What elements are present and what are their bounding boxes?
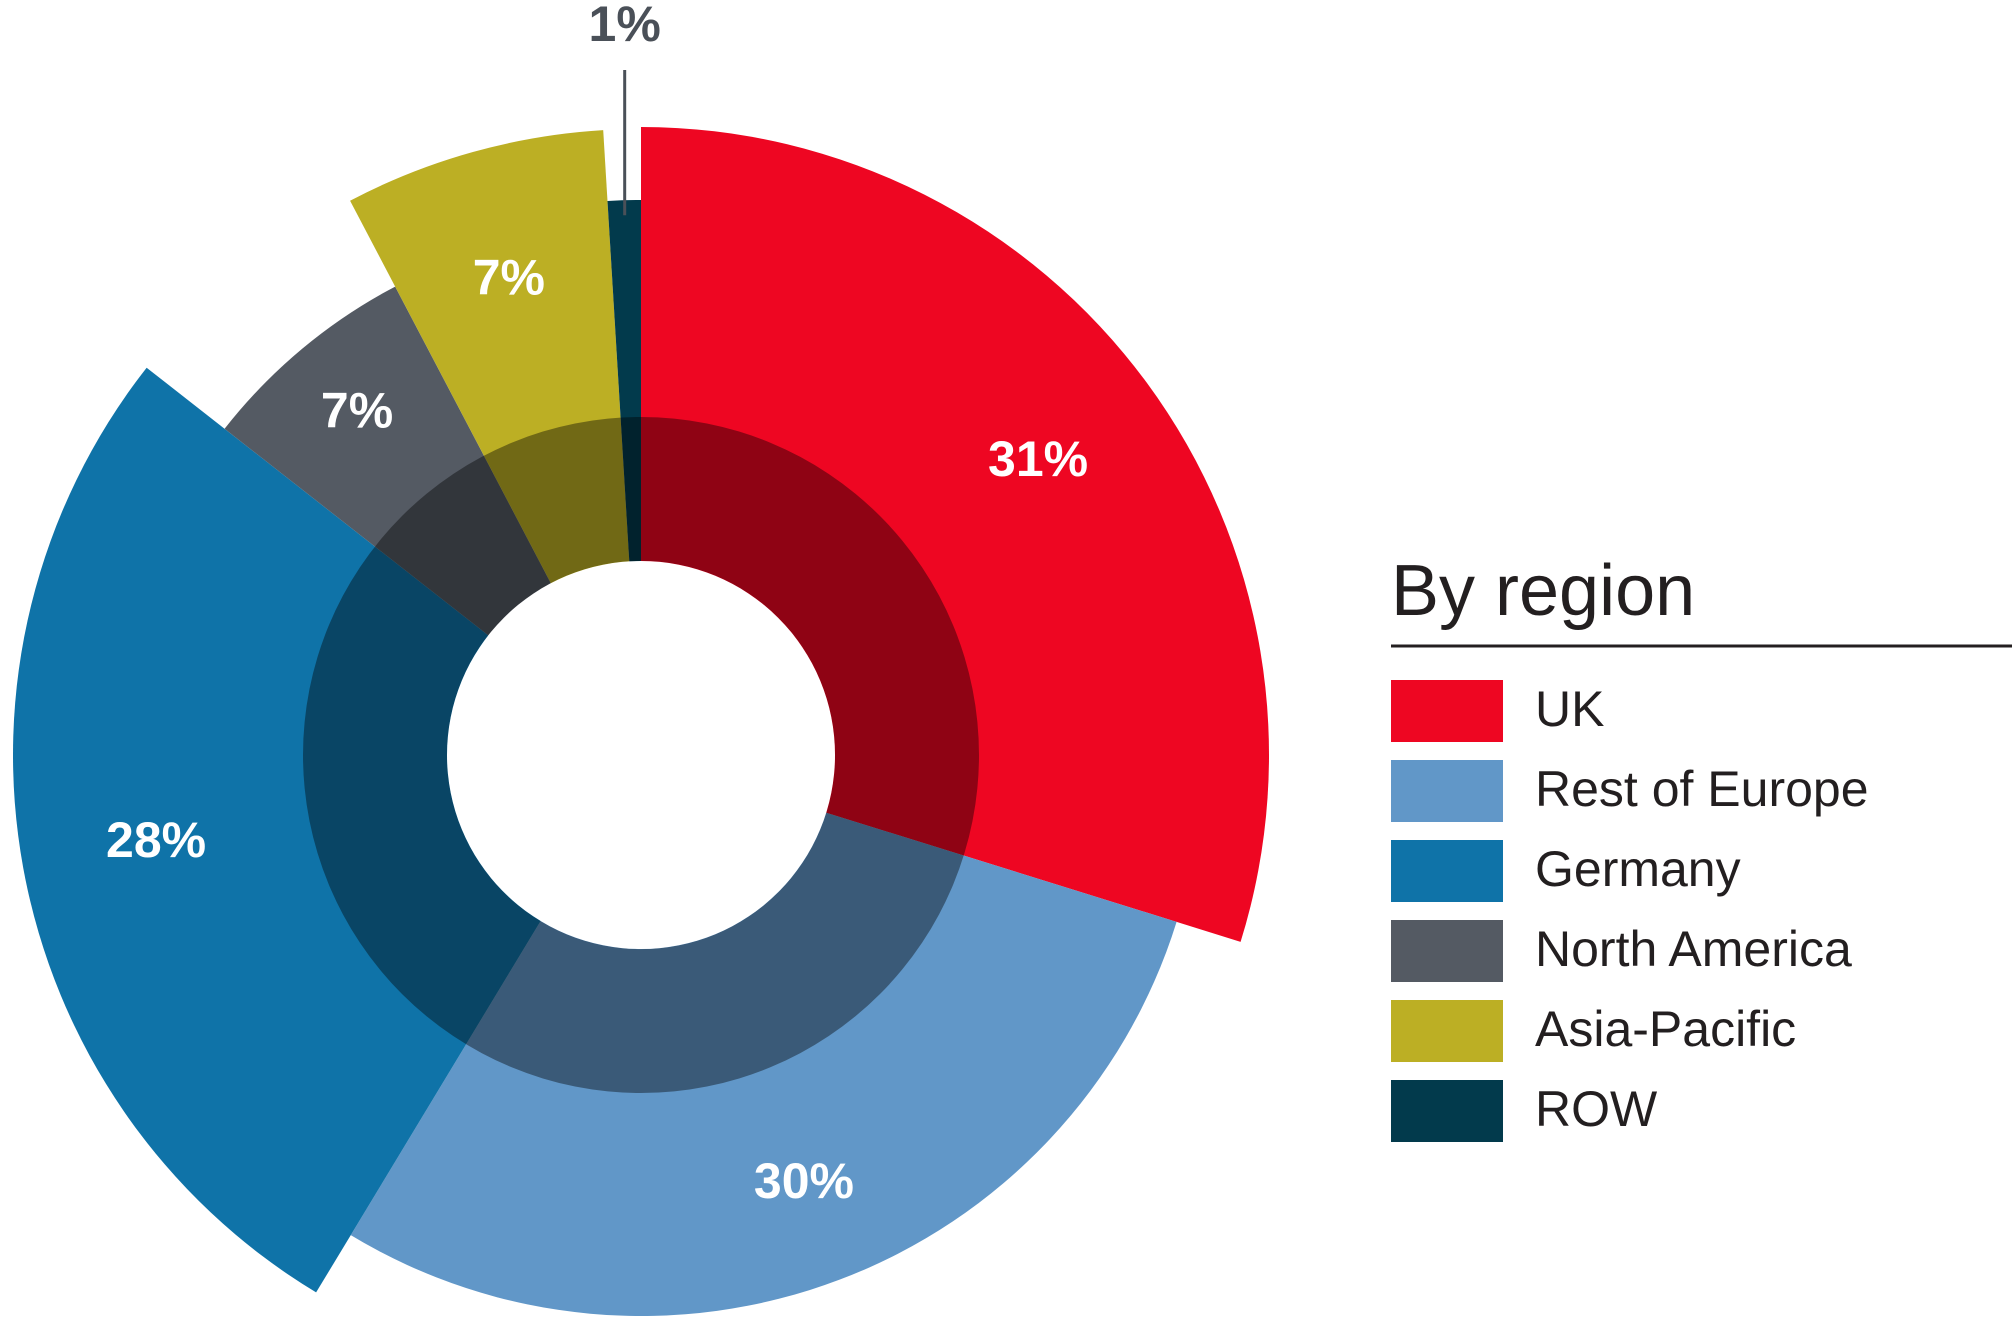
legend-label: UK — [1535, 681, 1604, 737]
data-label: 30% — [754, 1153, 854, 1209]
hole — [447, 561, 835, 949]
inner-band — [303, 417, 979, 1093]
legend-swatch — [1391, 840, 1503, 902]
legend-swatch — [1391, 680, 1503, 742]
legend: UK Rest of Europe Germany North America Asia… — [1391, 680, 1869, 1142]
legend-title: By region — [1391, 551, 1695, 631]
legend-label: Rest of Europe — [1535, 761, 1869, 817]
legend-swatch — [1391, 1080, 1503, 1142]
legend-swatch — [1391, 1000, 1503, 1062]
legend-swatch — [1391, 760, 1503, 822]
data-label: 7% — [473, 249, 545, 305]
legend-swatch — [1391, 920, 1503, 982]
legend-label: ROW — [1535, 1081, 1658, 1137]
pie: 31% 30% 28% 7% 7% 1% — [12, 0, 1269, 1316]
data-label: 31% — [988, 431, 1088, 487]
legend-label: Asia-Pacific — [1535, 1001, 1796, 1057]
data-label: 7% — [321, 383, 393, 439]
data-label: 1% — [589, 0, 661, 52]
legend-label: Germany — [1535, 841, 1741, 897]
legend-label: North America — [1535, 921, 1852, 977]
data-label: 28% — [106, 812, 206, 868]
pie-slice — [12, 367, 642, 1293]
